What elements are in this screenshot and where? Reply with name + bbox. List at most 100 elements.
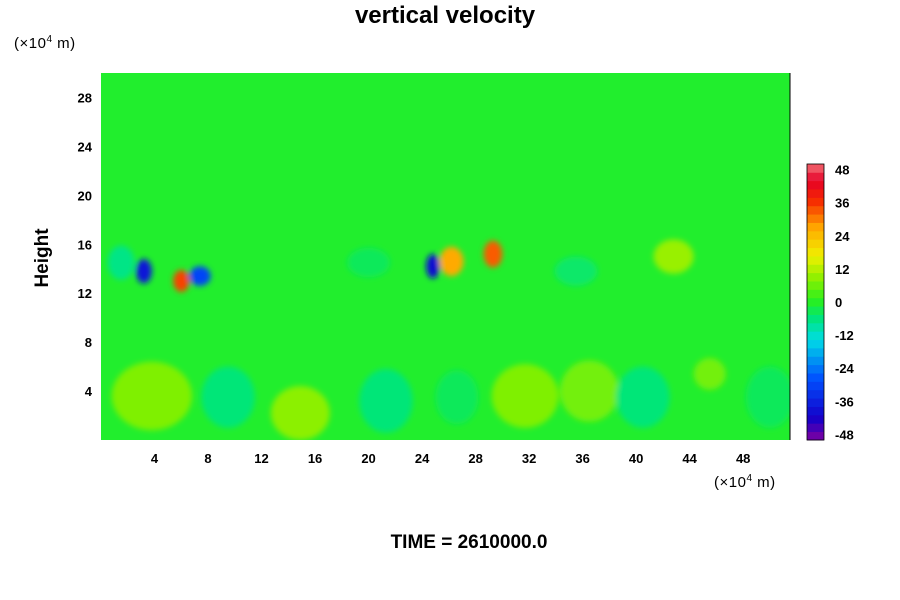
time-label: TIME = xyxy=(390,532,458,553)
colorbar-band xyxy=(807,322,824,332)
field-feature-15 xyxy=(616,366,670,428)
plot-area xyxy=(101,73,791,440)
field-feature-0 xyxy=(135,258,152,284)
colorbar-band xyxy=(807,423,824,433)
x-tick-label: 24 xyxy=(415,451,430,466)
y-tick-label: 28 xyxy=(78,90,92,105)
colorbar-tick-label: 24 xyxy=(835,229,850,244)
field-features xyxy=(107,239,790,440)
colorbar: -48 -36 -24 -12 0 12 24 36 48 xyxy=(806,163,855,442)
colorbar-band xyxy=(807,373,824,382)
colorbar-band xyxy=(807,348,824,357)
x-tick-label: 20 xyxy=(361,451,375,466)
colorbar-band xyxy=(807,205,824,215)
field-feature-1 xyxy=(189,266,211,286)
colorbar-frame xyxy=(806,163,825,441)
colorbar-tick-label: 0 xyxy=(835,295,842,310)
field-feature-10 xyxy=(559,360,619,422)
x-tick-label: 48 xyxy=(736,451,750,466)
y-unit-base: (×10 xyxy=(14,35,47,52)
y-tick-label: 20 xyxy=(78,188,92,203)
colorbar-band xyxy=(807,364,824,374)
field-feature-18 xyxy=(554,256,598,286)
colorbar-band xyxy=(807,314,824,324)
colorbar-band xyxy=(807,247,824,257)
x-tick-label: 32 xyxy=(522,451,536,466)
x-tick-label: 28 xyxy=(468,451,482,466)
colorbar-tick-label: -48 xyxy=(835,427,854,442)
colorbar-band xyxy=(807,331,824,341)
colorbar-tick-label: 48 xyxy=(835,163,849,178)
x-tick-label: 36 xyxy=(575,451,589,466)
colorbar-tick-label: -36 xyxy=(835,394,854,409)
colorbar-band xyxy=(807,230,824,240)
colorbar-band xyxy=(807,398,824,407)
time-readout: TIME = 2610000.0 xyxy=(0,532,900,554)
colorbar-band xyxy=(807,356,824,366)
colorbar-band xyxy=(807,381,824,391)
field-feature-14 xyxy=(435,370,479,425)
colorbar-band xyxy=(807,164,824,173)
colorbar-band xyxy=(807,189,824,198)
field-feature-7 xyxy=(111,361,192,431)
colorbar-band xyxy=(807,197,824,207)
colorbar-band xyxy=(807,306,824,315)
x-tick-label: 12 xyxy=(254,451,268,466)
field-feature-4 xyxy=(439,246,464,277)
colorbar-band xyxy=(807,431,824,441)
time-value: 2610000.0 xyxy=(457,532,548,553)
y-unit-tail: m) xyxy=(52,35,76,52)
field-feature-12 xyxy=(201,366,255,428)
colorbar-tick-label: 12 xyxy=(835,262,849,277)
x-unit-tail: m) xyxy=(752,474,776,491)
field-feature-13 xyxy=(359,369,413,433)
colorbar-band xyxy=(807,256,824,265)
x-tick-label: 16 xyxy=(308,451,322,466)
colorbar-band xyxy=(807,389,824,399)
colorbar-band xyxy=(807,406,824,416)
colorbar-band xyxy=(807,239,824,249)
colorbar-band xyxy=(807,339,824,349)
x-tick-label: 40 xyxy=(629,451,643,466)
colorbar-band xyxy=(807,289,824,299)
field-feature-8 xyxy=(270,386,330,440)
y-unit-exponent: 4 xyxy=(46,34,53,45)
field-feature-9 xyxy=(491,364,559,428)
y-tick-label: 24 xyxy=(78,139,93,154)
colorbar-tick-label: -12 xyxy=(835,328,854,343)
colorbar-band xyxy=(807,281,824,290)
y-axis-unit: (×104 m) xyxy=(14,34,76,52)
chart-title: vertical velocity xyxy=(354,2,536,29)
colorbar-band xyxy=(807,180,824,190)
colorbar-band xyxy=(807,264,824,274)
x-tick-label: 44 xyxy=(682,451,697,466)
colorbar-band xyxy=(807,172,824,182)
y-tick-label: 16 xyxy=(78,237,92,252)
colorbar-band xyxy=(807,272,824,282)
y-tick-label: 12 xyxy=(78,286,92,301)
field-feature-17 xyxy=(107,245,135,280)
y-axis-ticks: 4 8 12 16 20 24 28 xyxy=(78,90,93,399)
y-tick-label: 8 xyxy=(85,335,92,350)
x-unit-base: (×10 xyxy=(714,474,747,491)
colorbar-tick-label: -24 xyxy=(835,361,855,376)
colorbar-band xyxy=(807,222,824,232)
x-tick-label: 8 xyxy=(204,451,211,466)
field-feature-2 xyxy=(173,269,190,292)
x-axis-ticks: 4 8 12 16 20 24 28 32 36 40 44 48 xyxy=(151,451,751,466)
colorbar-tick-label: 36 xyxy=(835,196,849,211)
field-feature-3 xyxy=(426,254,440,279)
y-tick-label: 4 xyxy=(85,384,93,399)
field-feature-5 xyxy=(483,240,503,268)
x-axis-unit: (×104 m) xyxy=(714,473,776,491)
colorbar-band xyxy=(807,414,824,424)
field-feature-6 xyxy=(653,239,694,274)
colorbar-band xyxy=(807,297,824,307)
x-unit-exponent: 4 xyxy=(746,473,753,484)
colorbar-band xyxy=(807,214,824,223)
field-feature-11 xyxy=(693,358,726,390)
field-feature-16 xyxy=(745,366,790,428)
field-feature-19 xyxy=(347,247,390,278)
x-tick-label: 4 xyxy=(151,451,159,466)
